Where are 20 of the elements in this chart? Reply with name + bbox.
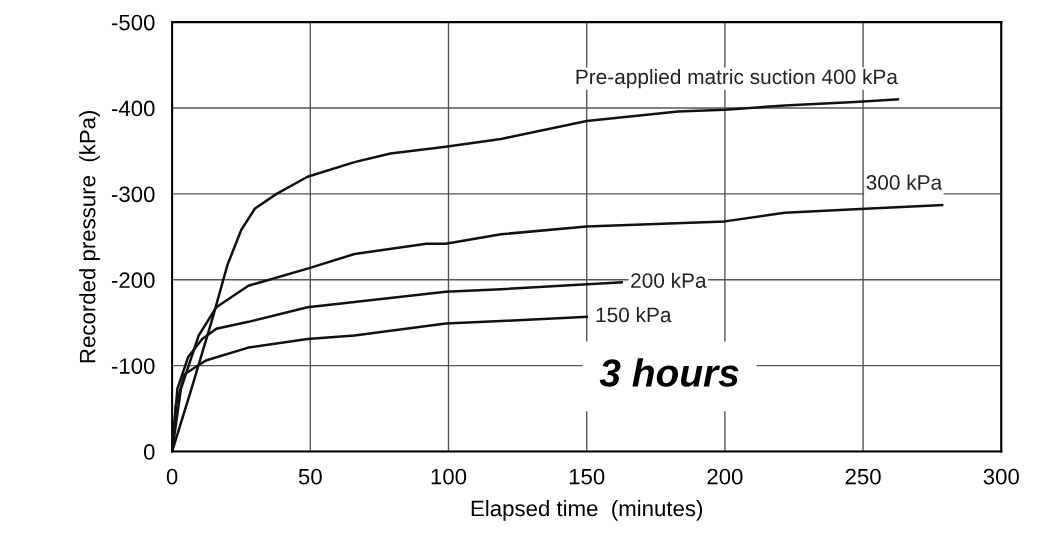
y-tick-label: -500 <box>111 14 155 31</box>
series-label: Pre-applied matric suction 400 kPa <box>576 68 898 89</box>
x-tick-label: 200 <box>707 468 743 485</box>
x-tick-label: 0 <box>166 468 178 485</box>
series-label: 150 kPa <box>596 306 672 323</box>
x-tick-label: 300 <box>983 468 1019 485</box>
series-label: 300 kPa <box>866 174 943 190</box>
x-tick-label: 150 <box>569 468 605 485</box>
series-label: 200 kPa <box>631 272 707 288</box>
x-tick-label: 250 <box>845 468 881 485</box>
y-tick-label: -100 <box>111 358 155 374</box>
y-axis-title: Recorded pressure (kPa) <box>79 110 100 363</box>
y-tick-label: -200 <box>111 272 155 289</box>
x-tick-label: 100 <box>431 468 467 485</box>
y-tick-label: -400 <box>111 100 155 117</box>
y-tick-label: -300 <box>111 186 155 203</box>
x-axis-title: Elapsed time (minutes) <box>471 500 703 521</box>
x-tick-label: 50 <box>298 468 322 485</box>
annotation: 3 hours <box>599 358 739 387</box>
y-tick-label: 0 <box>143 444 155 460</box>
